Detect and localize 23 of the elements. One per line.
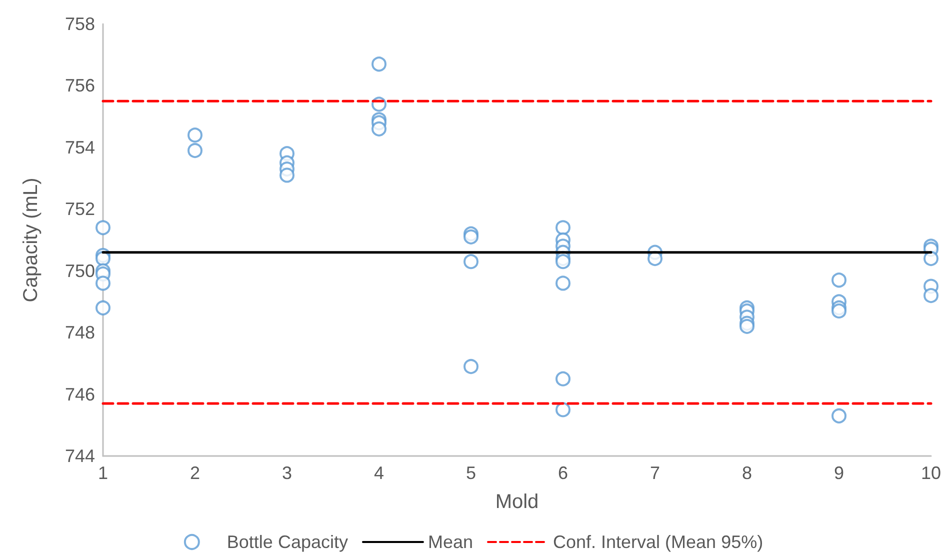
- legend-label: Conf. Interval (Mean 95%): [552, 532, 764, 552]
- x-tick-label: 10: [920, 463, 942, 483]
- y-tick-label: 750: [64, 260, 95, 281]
- x-tick-label: 4: [374, 463, 384, 483]
- x-tick-label: 8: [742, 463, 752, 483]
- x-tick-label: 2: [190, 463, 200, 483]
- legend-label: Bottle Capacity: [226, 532, 348, 552]
- x-tick-label: 1: [98, 463, 108, 483]
- y-tick-label: 756: [64, 76, 95, 96]
- y-tick-label: 754: [64, 137, 95, 158]
- y-tick-label: 746: [64, 384, 95, 404]
- y-tick-label: 744: [64, 446, 95, 466]
- x-tick-label: 3: [282, 463, 292, 483]
- x-tick-label: 6: [558, 463, 568, 483]
- legend-label: Mean: [428, 532, 473, 552]
- x-tick-label: 7: [650, 463, 660, 483]
- x-tick-label: 9: [834, 463, 844, 483]
- y-axis-title: Capacity (mL): [20, 178, 42, 302]
- y-tick-label: 752: [64, 199, 95, 220]
- y-tick-label: 748: [64, 322, 95, 343]
- y-tick-label: 758: [64, 14, 95, 34]
- x-tick-label: 5: [466, 463, 476, 483]
- x-axis-title: Mold: [495, 491, 539, 513]
